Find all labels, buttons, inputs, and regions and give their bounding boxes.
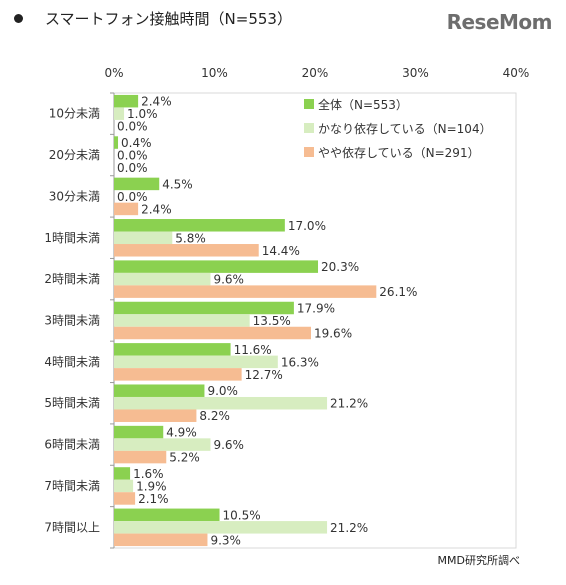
bar	[114, 396, 328, 410]
data-label: 1.6%	[133, 467, 164, 481]
category-label: 4時間未満	[44, 355, 100, 369]
bar	[114, 409, 197, 422]
data-label: 2.1%	[138, 492, 169, 506]
data-label: 0.0%	[117, 120, 148, 134]
category-label: 7時間以上	[44, 520, 100, 534]
bar	[114, 355, 278, 369]
bar	[114, 384, 205, 397]
bar	[114, 368, 242, 381]
data-label: 20.3%	[321, 260, 359, 274]
legend-label: かなり依存している（N=104）	[318, 121, 492, 136]
legend-label: 全体（N=553）	[318, 97, 408, 112]
data-label: 0.4%	[121, 136, 151, 150]
data-label: 5.2%	[169, 451, 200, 465]
data-label: 0.0%	[117, 161, 148, 175]
data-label: 9.6%	[213, 438, 244, 452]
x-tick-label: 0%	[104, 66, 123, 80]
bar	[114, 202, 139, 216]
bar	[114, 219, 285, 232]
data-label: 17.0%	[288, 219, 326, 233]
data-label: 0.0%	[117, 149, 148, 163]
chart-title: スマートフォン接触時間（N=553）	[45, 10, 292, 28]
source-note: MMD研究所調べ	[437, 554, 520, 567]
data-label: 8.2%	[199, 409, 230, 423]
category-label: 2時間未満	[44, 272, 100, 286]
data-label: 9.3%	[210, 533, 241, 547]
bar	[114, 285, 377, 298]
category-label: 1時間未満	[44, 231, 100, 245]
data-label: 9.0%	[207, 384, 238, 398]
data-label: 16.3%	[281, 355, 319, 369]
bar	[114, 231, 173, 245]
data-label: 19.6%	[314, 327, 352, 341]
bar	[114, 94, 139, 108]
category-label: 6時間未満	[44, 438, 100, 452]
bar	[114, 177, 160, 191]
bar	[114, 260, 319, 273]
category-label: 10分未満	[49, 107, 100, 121]
bar	[114, 136, 119, 149]
x-tick-label: 30%	[402, 66, 429, 80]
bar	[114, 492, 136, 505]
bar	[114, 244, 259, 257]
x-tick-label: 20%	[302, 66, 329, 80]
category-label: 3時間未満	[44, 314, 100, 328]
bar	[114, 533, 208, 547]
bar	[114, 508, 220, 522]
bar	[114, 521, 328, 534]
data-label: 4.5%	[162, 177, 193, 191]
bar	[114, 272, 211, 286]
bar	[114, 438, 211, 451]
legend-swatch	[304, 123, 314, 133]
data-label: 0.0%	[117, 190, 148, 204]
category-label: 7時間未満	[44, 479, 100, 493]
data-label: 17.9%	[297, 302, 335, 316]
data-label: 2.4%	[141, 202, 172, 216]
bar	[114, 479, 134, 493]
data-label: 9.6%	[213, 273, 244, 287]
data-label: 4.9%	[166, 426, 197, 440]
bar	[114, 425, 164, 439]
legend-label: やや依存している（N=291）	[318, 145, 480, 160]
bar	[114, 301, 294, 315]
category-label: 5時間未満	[44, 396, 100, 410]
data-label: 1.9%	[136, 479, 167, 493]
brand-logo: ReseMom	[446, 10, 553, 34]
bar	[114, 450, 167, 464]
bar	[114, 314, 250, 327]
category-label: 30分未満	[49, 189, 100, 203]
bullet-icon	[14, 14, 23, 23]
data-label: 14.4%	[262, 244, 300, 258]
x-tick-label: 10%	[201, 66, 228, 80]
data-label: 12.7%	[245, 368, 283, 382]
legend-swatch	[304, 99, 314, 109]
data-label: 21.2%	[330, 521, 368, 535]
legend-swatch	[304, 147, 314, 157]
x-tick-label: 40%	[503, 66, 530, 80]
bar	[114, 467, 131, 480]
category-label: 20分未満	[49, 148, 100, 162]
data-label: 21.2%	[330, 397, 368, 411]
bar	[114, 326, 311, 340]
data-label: 11.6%	[234, 343, 272, 357]
data-label: 13.5%	[253, 314, 291, 328]
data-label: 26.1%	[379, 285, 417, 299]
data-label: 10.5%	[223, 508, 261, 522]
data-label: 1.0%	[127, 107, 158, 121]
data-label: 2.4%	[141, 95, 172, 109]
data-label: 5.8%	[175, 231, 206, 245]
chart-title-row: スマートフォン接触時間（N=553）	[14, 8, 292, 29]
bar	[114, 107, 125, 120]
bar	[114, 343, 231, 356]
